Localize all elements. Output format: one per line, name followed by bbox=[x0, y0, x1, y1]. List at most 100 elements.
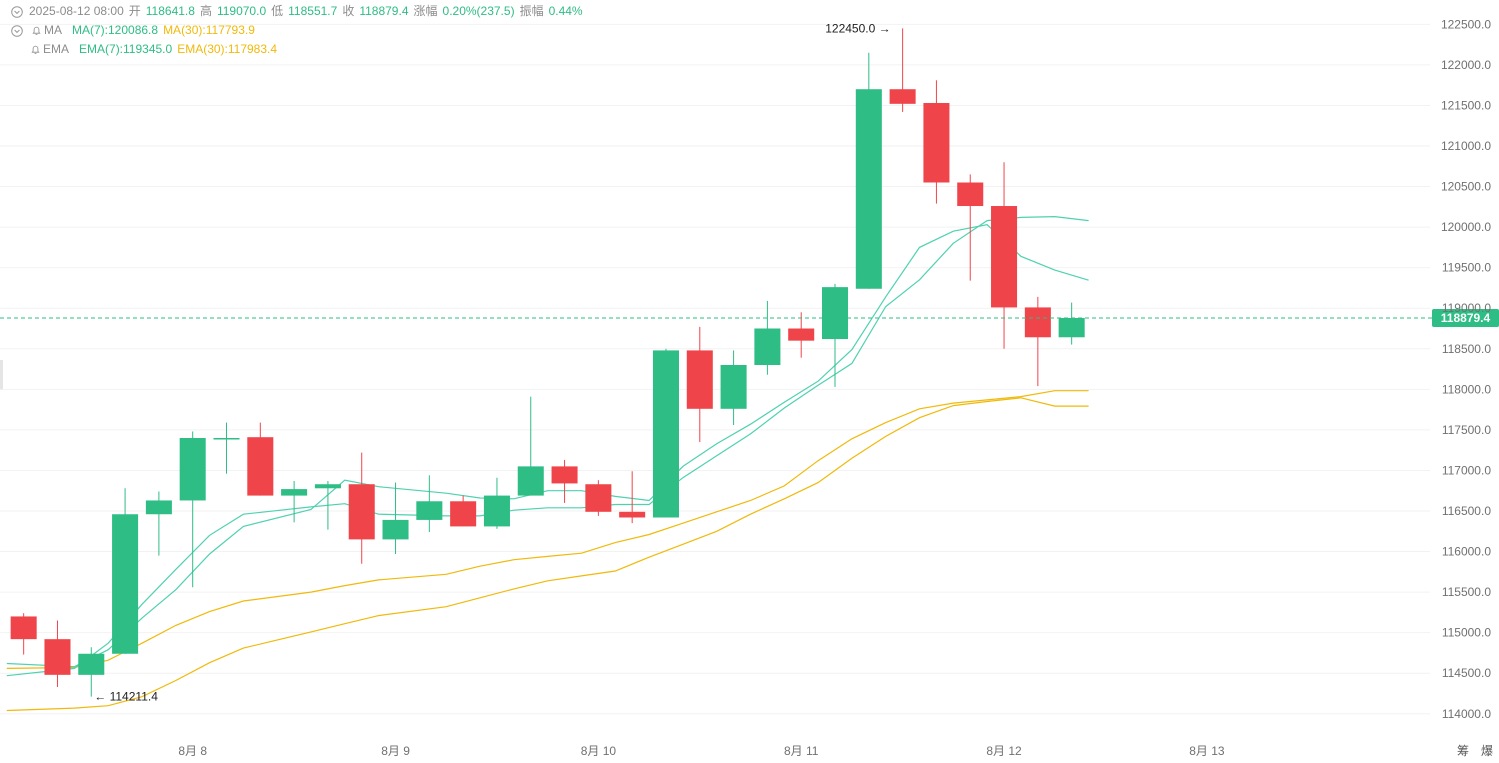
candle-down bbox=[1024, 296, 1051, 387]
candle-up bbox=[483, 477, 510, 529]
y-tick-label: 120000.0 bbox=[1441, 220, 1491, 234]
candle-up bbox=[720, 350, 747, 426]
y-tick-label: 117500.0 bbox=[1442, 423, 1491, 437]
candle-up bbox=[179, 431, 206, 588]
candle-body bbox=[855, 89, 882, 289]
side-panel-handle[interactable] bbox=[0, 360, 3, 390]
candle-body bbox=[281, 489, 308, 496]
y-tick-label: 119000.0 bbox=[1442, 301, 1491, 315]
ma30-value: MA(30):117793.9 bbox=[163, 23, 255, 37]
candle-body bbox=[112, 514, 139, 654]
candle-date: 2025-08-12 08:00 bbox=[29, 4, 124, 18]
candle-up bbox=[652, 348, 679, 518]
candle-body bbox=[382, 519, 409, 540]
candle-body bbox=[957, 182, 984, 207]
y-tick-label: 116000.0 bbox=[1442, 545, 1491, 559]
candle-body bbox=[754, 328, 781, 365]
y-tick-label: 118000.0 bbox=[1442, 382, 1491, 396]
x-tick-label: 8月 10 bbox=[581, 744, 617, 758]
y-tick-label: 117000.0 bbox=[1442, 463, 1491, 477]
collapse-chevron-icon[interactable] bbox=[10, 5, 24, 19]
candle-up bbox=[78, 647, 105, 697]
bell-icon[interactable] bbox=[29, 24, 43, 38]
candle-up bbox=[754, 300, 781, 375]
candle-body bbox=[247, 437, 274, 496]
ohlc-row: 2025-08-12 08:00 开 118641.8 高 119070.0 低 11… bbox=[10, 2, 588, 21]
y-tick-label: 119500.0 bbox=[1442, 261, 1491, 275]
high-label: 高 bbox=[199, 4, 212, 18]
candle-body bbox=[652, 350, 679, 518]
candle-up bbox=[1058, 302, 1085, 345]
candle-up bbox=[314, 480, 341, 530]
bell-icon[interactable] bbox=[28, 43, 42, 57]
y-tick-label: 114500.0 bbox=[1442, 666, 1491, 680]
candle-body bbox=[619, 511, 646, 518]
candle-body bbox=[213, 438, 240, 440]
x-tick-label: 8月 12 bbox=[986, 744, 1022, 758]
candle-down bbox=[585, 480, 612, 516]
y-tick-label: 115000.0 bbox=[1442, 626, 1491, 640]
candle-up bbox=[517, 396, 544, 496]
candles-layer bbox=[10, 28, 1085, 697]
candle-down bbox=[10, 613, 37, 655]
candle-down bbox=[619, 471, 646, 524]
amplitude-value: 0.44% bbox=[548, 4, 583, 18]
collapse-chevron-icon[interactable] bbox=[10, 24, 24, 38]
candle-down bbox=[348, 452, 375, 564]
y-tick-label: 114000.0 bbox=[1442, 707, 1491, 721]
candle-up bbox=[416, 475, 443, 533]
candle-up bbox=[382, 482, 409, 554]
max-price-label: 122450.0 → bbox=[825, 21, 890, 35]
current-price-layer: 118879.4 bbox=[0, 309, 1499, 328]
y-tick-label: 120500.0 bbox=[1441, 180, 1491, 194]
change-value: 0.20%(237.5) bbox=[442, 4, 515, 18]
candle-body bbox=[1024, 307, 1051, 338]
x-tick-label: 8月 11 bbox=[784, 744, 819, 758]
candle-up bbox=[213, 422, 240, 474]
ema30-line bbox=[6, 390, 1089, 669]
ma7-line bbox=[6, 215, 1089, 677]
ma-row: MA MA(7):120086.8 MA(30):117793.9 bbox=[10, 21, 588, 40]
candle-body bbox=[821, 287, 849, 340]
candle-down bbox=[551, 459, 578, 503]
candle-body bbox=[450, 501, 477, 527]
candle-down bbox=[889, 28, 916, 112]
chips-button[interactable]: 筹 bbox=[1456, 744, 1469, 758]
candle-body bbox=[44, 639, 71, 675]
ma-label: MA bbox=[44, 23, 62, 37]
y-tick-label: 122500.0 bbox=[1441, 17, 1491, 31]
candle-down bbox=[450, 495, 477, 527]
x-tick-label: 8月 8 bbox=[178, 744, 207, 758]
ema7-value: EMA(7):119345.0 bbox=[79, 42, 173, 56]
candle-body bbox=[416, 501, 443, 520]
candle-up bbox=[855, 52, 882, 289]
x-tick-label: 8月 13 bbox=[1189, 744, 1225, 758]
ma7-value: MA(7):120086.8 bbox=[72, 23, 159, 37]
grid-lines bbox=[0, 23, 1430, 715]
y-tick-label: 122000.0 bbox=[1441, 58, 1491, 72]
amplitude-label: 振幅 bbox=[519, 4, 544, 18]
liquidation-button[interactable]: 爆 bbox=[1480, 744, 1493, 758]
candle-body bbox=[10, 616, 37, 640]
y-tick-label: 118500.0 bbox=[1442, 342, 1491, 356]
candle-down bbox=[788, 312, 815, 358]
candle-body bbox=[686, 350, 713, 409]
candle-body bbox=[314, 484, 341, 489]
ema-label: EMA bbox=[43, 42, 70, 56]
candle-down bbox=[247, 422, 274, 496]
y-axis: 114000.0 114500.0 115000.0 115500.0 116000.0… bbox=[1441, 17, 1491, 720]
candle-body bbox=[889, 89, 916, 104]
candle-body bbox=[585, 484, 612, 512]
candle-body bbox=[720, 365, 747, 409]
ema30-layer bbox=[6, 390, 1089, 669]
change-label: 涨幅 bbox=[413, 4, 438, 18]
candle-up bbox=[145, 491, 172, 556]
current-price-tag bbox=[1432, 309, 1499, 328]
candle-body bbox=[923, 103, 950, 183]
candle-body bbox=[145, 500, 172, 515]
candle-body bbox=[179, 438, 206, 501]
candle-down bbox=[991, 162, 1018, 349]
candle-body bbox=[991, 206, 1018, 308]
ma30-line bbox=[6, 397, 1089, 712]
